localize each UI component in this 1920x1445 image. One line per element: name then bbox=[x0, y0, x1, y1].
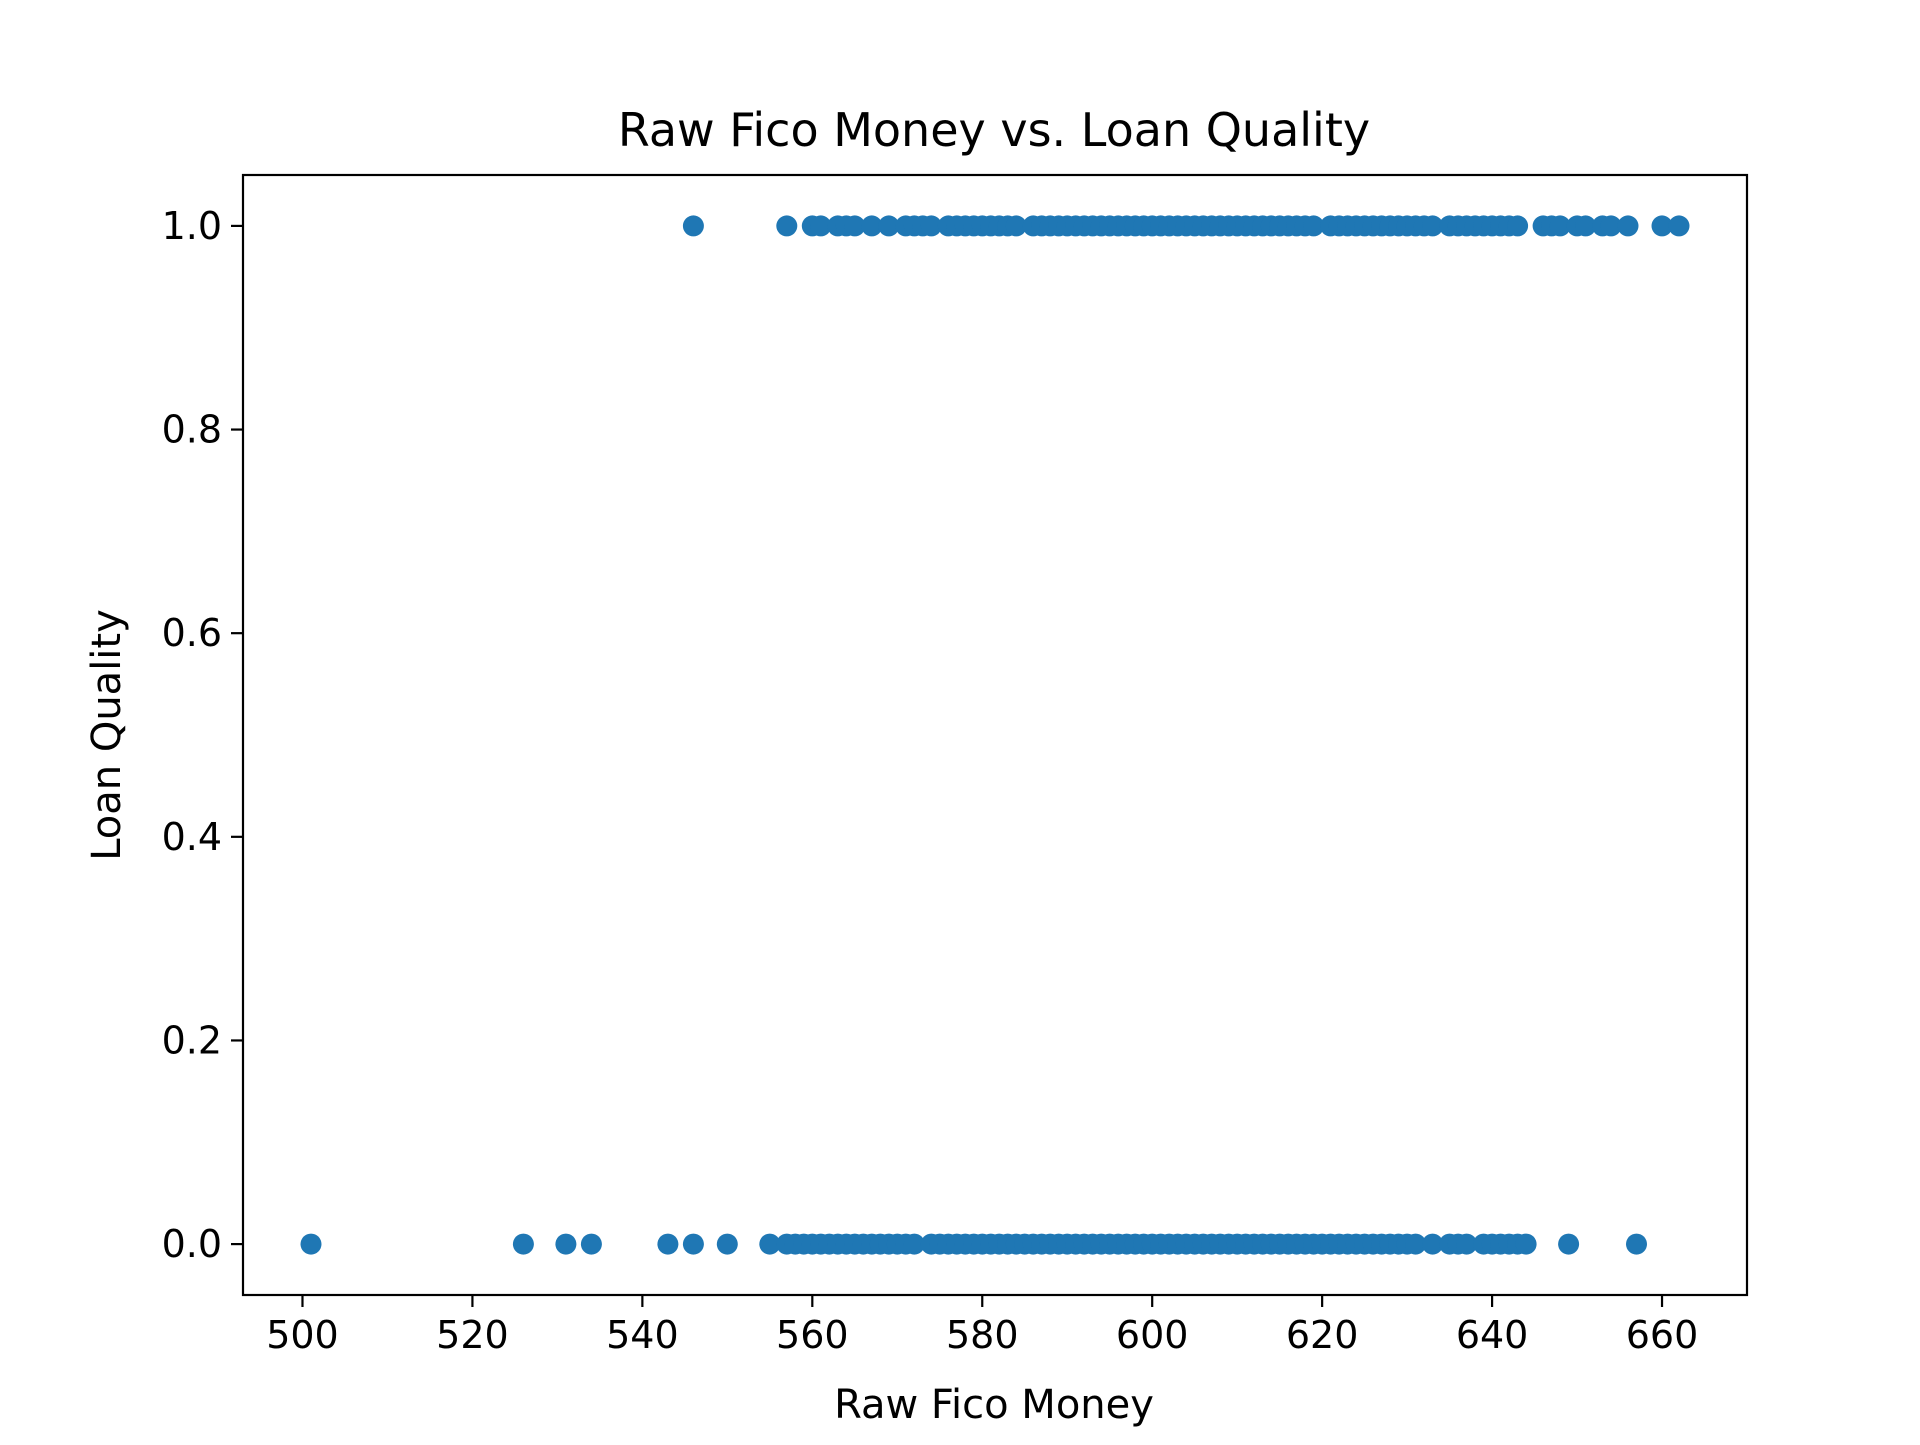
data-point-quality-1 bbox=[878, 215, 900, 237]
data-point-quality-1 bbox=[861, 215, 883, 237]
data-point-quality-1 bbox=[1507, 215, 1529, 237]
data-point-quality-0 bbox=[512, 1233, 534, 1255]
data-point-quality-0 bbox=[1456, 1233, 1478, 1255]
x-tick-label: 660 bbox=[1626, 1313, 1699, 1357]
x-axis: 500 520 540 560 580 600 620 640 660 bbox=[266, 1295, 1698, 1357]
data-point-quality-0 bbox=[903, 1233, 925, 1255]
x-axis-label: Raw Fico Money bbox=[834, 1382, 1154, 1428]
data-point-quality-1 bbox=[1600, 215, 1622, 237]
y-tick-label: 0.6 bbox=[162, 611, 222, 655]
x-tick-label: 520 bbox=[436, 1313, 509, 1357]
data-point-quality-1 bbox=[1005, 215, 1027, 237]
points-layer bbox=[300, 215, 1690, 1255]
data-point-quality-0 bbox=[759, 1233, 781, 1255]
x-tick-label: 600 bbox=[1116, 1313, 1189, 1357]
data-point-quality-0 bbox=[300, 1233, 322, 1255]
data-point-quality-1 bbox=[1617, 215, 1639, 237]
data-point-quality-1 bbox=[1303, 215, 1325, 237]
data-point-quality-1 bbox=[1575, 215, 1597, 237]
y-axis-label: Loan Quality bbox=[84, 609, 130, 861]
x-tick-label: 540 bbox=[606, 1313, 679, 1357]
chart-title: Raw Fico Money vs. Loan Quality bbox=[618, 103, 1370, 157]
data-point-quality-0 bbox=[682, 1233, 704, 1255]
y-tick-label: 0.8 bbox=[162, 408, 222, 452]
x-tick-label: 640 bbox=[1456, 1313, 1529, 1357]
data-point-quality-0 bbox=[1405, 1233, 1427, 1255]
data-point-quality-1 bbox=[920, 215, 942, 237]
data-point-quality-1 bbox=[1651, 215, 1673, 237]
x-tick-label: 580 bbox=[946, 1313, 1019, 1357]
x-tick-label: 500 bbox=[266, 1313, 339, 1357]
x-tick-label: 620 bbox=[1286, 1313, 1359, 1357]
plot-frame bbox=[241, 173, 1749, 1297]
y-tick-label: 1.0 bbox=[162, 204, 222, 248]
data-point-quality-0 bbox=[1626, 1233, 1647, 1255]
x-tick-label: 560 bbox=[776, 1313, 849, 1357]
y-axis: 0.0 0.2 0.4 0.6 0.8 1.0 bbox=[162, 204, 243, 1266]
data-point-quality-0 bbox=[1515, 1233, 1537, 1255]
data-point-quality-1 bbox=[682, 215, 704, 237]
data-point-quality-0 bbox=[1422, 1233, 1444, 1255]
y-tick-label: 0.4 bbox=[162, 815, 222, 859]
data-point-quality-0 bbox=[716, 1233, 738, 1255]
data-point-quality-1 bbox=[810, 215, 832, 237]
data-point-quality-0 bbox=[580, 1233, 602, 1255]
y-tick-label: 0.0 bbox=[162, 1222, 222, 1266]
data-point-quality-1 bbox=[1668, 215, 1690, 237]
data-point-quality-1 bbox=[1549, 215, 1571, 237]
data-point-quality-0 bbox=[657, 1233, 679, 1255]
y-tick-label: 0.2 bbox=[162, 1018, 222, 1062]
data-point-quality-0 bbox=[1558, 1233, 1580, 1255]
data-point-quality-1 bbox=[1422, 215, 1444, 237]
data-point-quality-0 bbox=[555, 1233, 577, 1255]
data-point-quality-1 bbox=[776, 215, 798, 237]
data-point-quality-1 bbox=[844, 215, 866, 237]
